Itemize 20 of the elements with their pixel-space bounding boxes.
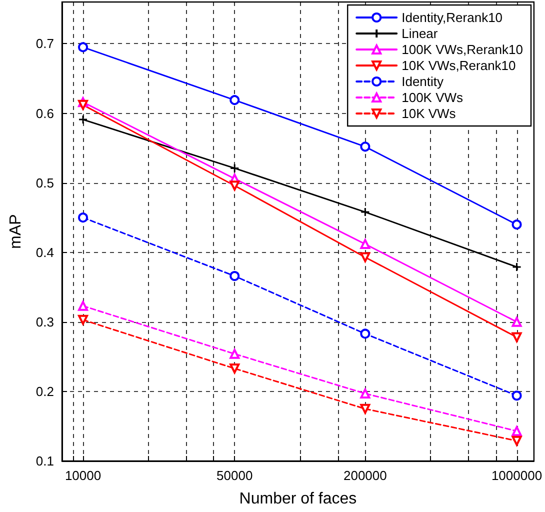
x-axis-title: Number of faces (239, 490, 357, 508)
y-tick-label: 0.2 (36, 384, 54, 399)
legend-label: 10K VWs,Rerank10 (402, 58, 516, 73)
x-tick-label: 10000 (64, 468, 102, 483)
legend-label: Linear (402, 26, 438, 41)
x-tick-label: 1000000 (491, 468, 542, 483)
legend-label: 100K VWs,Rerank10 (402, 42, 524, 57)
x-tick-label: 200000 (343, 468, 387, 483)
legend-label: 100K VWs (402, 90, 464, 105)
y-tick-label: 0.7 (36, 36, 54, 52)
legend-label: Identity (402, 74, 444, 89)
y-tick-label: 0.5 (36, 175, 54, 190)
y-tick-label: 0.6 (36, 106, 54, 121)
y-axis-title: mAP (8, 214, 24, 249)
legend-label: 10K VWs (402, 106, 456, 121)
y-tick-label: 0.4 (36, 244, 54, 260)
x-tick-label: 50000 (216, 468, 253, 483)
y-tick-label: 0.3 (36, 314, 54, 330)
legend-label: Identity,Rerank10 (402, 10, 503, 25)
y-tick-label: 0.1 (36, 454, 54, 468)
